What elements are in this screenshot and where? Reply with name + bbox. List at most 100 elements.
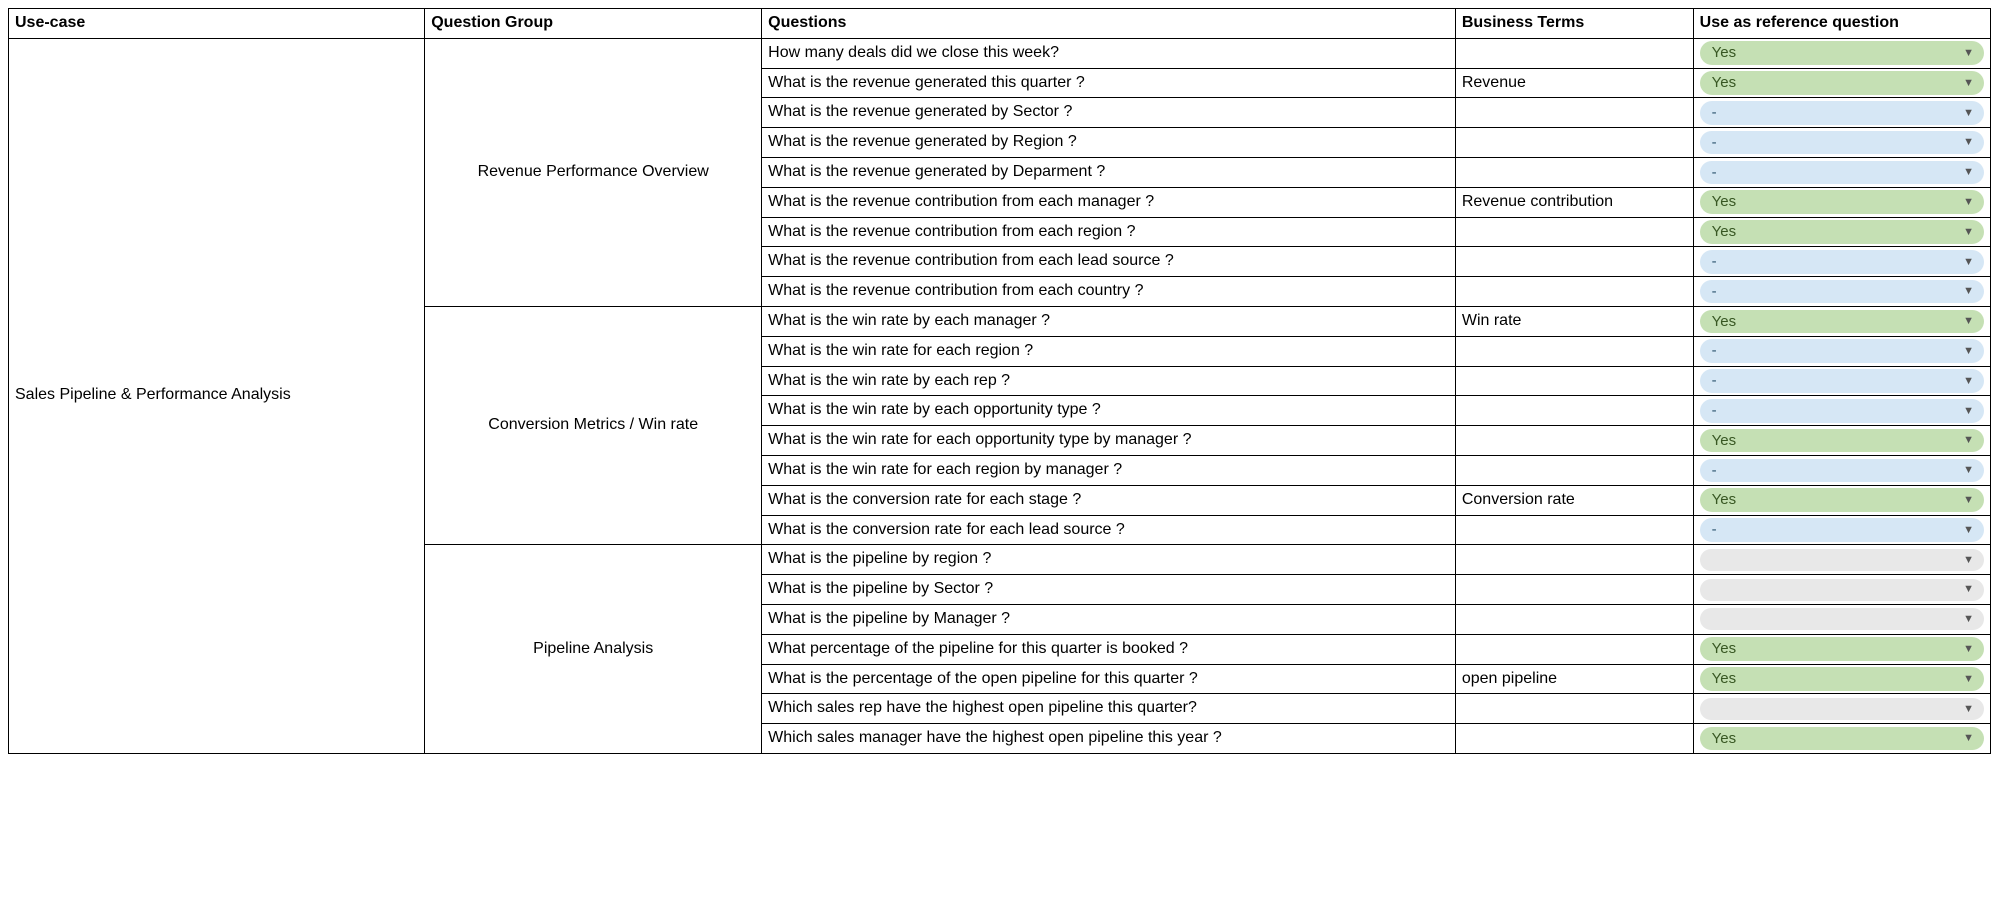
chevron-down-icon: ▼ xyxy=(1963,523,1974,537)
reference-value: - xyxy=(1712,461,1717,481)
reference-cell: ▼ xyxy=(1693,545,1990,575)
reference-cell: -▼ xyxy=(1693,455,1990,485)
reference-dropdown[interactable]: Yes▼ xyxy=(1700,190,1984,214)
header-usecase: Use-case xyxy=(9,9,425,39)
reference-dropdown[interactable]: ▼ xyxy=(1700,608,1984,630)
question-cell: What is the conversion rate for each sta… xyxy=(762,485,1456,515)
chevron-down-icon: ▼ xyxy=(1963,672,1974,686)
chevron-down-icon: ▼ xyxy=(1963,731,1974,745)
reference-dropdown[interactable]: -▼ xyxy=(1700,339,1984,363)
reference-value: Yes xyxy=(1712,73,1736,93)
business-terms-cell xyxy=(1455,575,1693,605)
reference-dropdown[interactable]: -▼ xyxy=(1700,101,1984,125)
reference-cell: Yes ▼ xyxy=(1693,38,1990,68)
business-terms-cell xyxy=(1455,336,1693,366)
chevron-down-icon: ▼ xyxy=(1963,314,1974,328)
reference-cell: -▼ xyxy=(1693,247,1990,277)
question-cell: What is the percentage of the open pipel… xyxy=(762,664,1456,694)
question-cell: What is the revenue generated by Deparme… xyxy=(762,157,1456,187)
reference-dropdown[interactable]: Yes ▼ xyxy=(1700,637,1984,661)
chevron-down-icon: ▼ xyxy=(1963,433,1974,447)
chevron-down-icon: ▼ xyxy=(1963,404,1974,418)
chevron-down-icon: ▼ xyxy=(1963,582,1974,596)
reference-dropdown[interactable]: -▼ xyxy=(1700,161,1984,185)
chevron-down-icon: ▼ xyxy=(1963,284,1974,298)
reference-value: Yes xyxy=(1712,639,1736,659)
reference-dropdown[interactable]: -▼ xyxy=(1700,399,1984,423)
reference-cell: ▼ xyxy=(1693,694,1990,724)
group-cell: Revenue Performance Overview xyxy=(425,38,762,306)
business-terms-cell xyxy=(1455,38,1693,68)
reference-cell: Yes ▼ xyxy=(1693,306,1990,336)
business-terms-cell xyxy=(1455,396,1693,426)
chevron-down-icon: ▼ xyxy=(1963,642,1974,656)
business-terms-cell xyxy=(1455,724,1693,754)
question-cell: What is the win rate by each opportunity… xyxy=(762,396,1456,426)
reference-dropdown[interactable]: -▼ xyxy=(1700,250,1984,274)
business-terms-cell xyxy=(1455,277,1693,307)
question-cell: What is the win rate by each manager ? xyxy=(762,306,1456,336)
business-terms-cell xyxy=(1455,455,1693,485)
reference-dropdown[interactable]: Yes▼ xyxy=(1700,727,1984,751)
business-terms-cell: Revenue contribution xyxy=(1455,187,1693,217)
reference-dropdown[interactable]: Yes ▼ xyxy=(1700,220,1984,244)
reference-cell: -▼ xyxy=(1693,366,1990,396)
reference-cell: Yes▼ xyxy=(1693,426,1990,456)
reference-value: - xyxy=(1712,341,1717,361)
chevron-down-icon: ▼ xyxy=(1963,493,1974,507)
reference-value: - xyxy=(1712,133,1717,153)
reference-dropdown[interactable]: Yes▼ xyxy=(1700,667,1984,691)
chevron-down-icon: ▼ xyxy=(1963,135,1974,149)
reference-dropdown[interactable]: Yes▼ xyxy=(1700,429,1984,453)
reference-dropdown[interactable]: -▼ xyxy=(1700,131,1984,155)
reference-dropdown[interactable]: -▼ xyxy=(1700,459,1984,483)
reference-dropdown[interactable]: Yes ▼ xyxy=(1700,71,1984,95)
reference-dropdown[interactable]: Yes ▼ xyxy=(1700,488,1984,512)
business-terms-cell: Win rate xyxy=(1455,306,1693,336)
reference-dropdown[interactable]: ▼ xyxy=(1700,579,1984,601)
header-ref: Use as reference question xyxy=(1693,9,1990,39)
business-terms-cell xyxy=(1455,694,1693,724)
question-cell: What is the revenue generated this quart… xyxy=(762,68,1456,98)
reference-cell: Yes ▼ xyxy=(1693,217,1990,247)
question-cell: What is the revenue contribution from ea… xyxy=(762,247,1456,277)
question-cell: How many deals did we close this week? xyxy=(762,38,1456,68)
business-terms-cell xyxy=(1455,128,1693,158)
header-group: Question Group xyxy=(425,9,762,39)
reference-cell: ▼ xyxy=(1693,604,1990,634)
reference-dropdown[interactable]: -▼ xyxy=(1700,518,1984,542)
reference-dropdown[interactable]: Yes ▼ xyxy=(1700,41,1984,65)
chevron-down-icon: ▼ xyxy=(1963,463,1974,477)
question-cell: What is the revenue contribution from ea… xyxy=(762,277,1456,307)
chevron-down-icon: ▼ xyxy=(1963,76,1974,90)
business-terms-cell xyxy=(1455,247,1693,277)
business-terms-cell xyxy=(1455,426,1693,456)
reference-dropdown[interactable]: Yes ▼ xyxy=(1700,310,1984,334)
reference-value: Yes xyxy=(1712,222,1736,242)
chevron-down-icon: ▼ xyxy=(1963,225,1974,239)
reference-cell: Yes▼ xyxy=(1693,664,1990,694)
chevron-down-icon: ▼ xyxy=(1963,612,1974,626)
reference-cell: -▼ xyxy=(1693,396,1990,426)
reference-dropdown[interactable]: ▼ xyxy=(1700,549,1984,571)
reference-value: Yes xyxy=(1712,312,1736,332)
table-row: Sales Pipeline & Performance AnalysisRev… xyxy=(9,38,1991,68)
reference-cell: -▼ xyxy=(1693,515,1990,545)
question-cell: What is the pipeline by Sector ? xyxy=(762,575,1456,605)
reference-value: Yes xyxy=(1712,490,1736,510)
reference-cell: -▼ xyxy=(1693,277,1990,307)
business-terms-cell xyxy=(1455,515,1693,545)
business-terms-cell: Revenue xyxy=(1455,68,1693,98)
business-terms-cell xyxy=(1455,634,1693,664)
reference-cell: -▼ xyxy=(1693,128,1990,158)
chevron-down-icon: ▼ xyxy=(1963,46,1974,60)
reference-value: Yes xyxy=(1712,43,1736,63)
reference-dropdown[interactable]: -▼ xyxy=(1700,369,1984,393)
question-cell: Which sales manager have the highest ope… xyxy=(762,724,1456,754)
reference-dropdown[interactable]: -▼ xyxy=(1700,280,1984,304)
question-cell: What is the revenue generated by Region … xyxy=(762,128,1456,158)
reference-cell: ▼ xyxy=(1693,575,1990,605)
chevron-down-icon: ▼ xyxy=(1963,344,1974,358)
reference-dropdown[interactable]: ▼ xyxy=(1700,698,1984,720)
business-terms-cell: open pipeline xyxy=(1455,664,1693,694)
